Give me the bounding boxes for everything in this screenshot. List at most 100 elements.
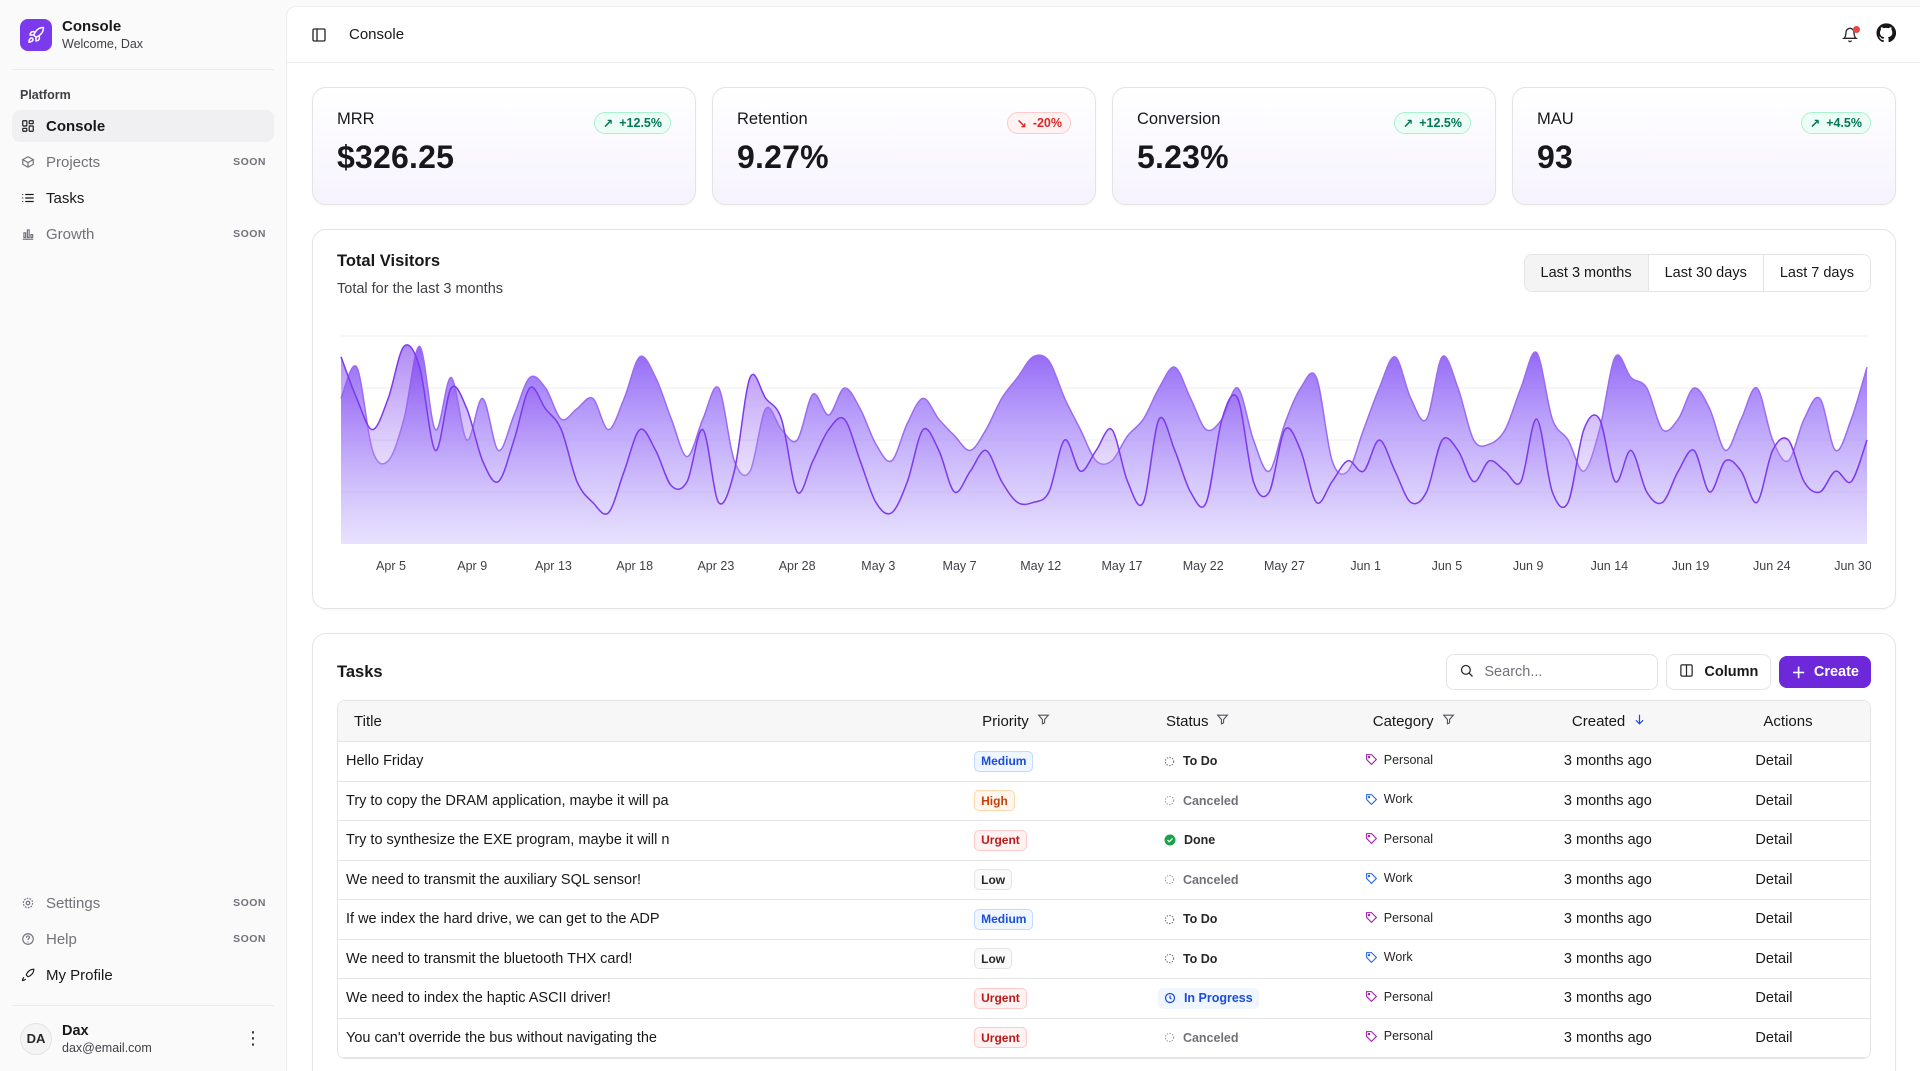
sidebar-item-my-profile[interactable]: My Profile — [12, 959, 274, 991]
tag-icon — [1365, 951, 1378, 964]
detail-link[interactable]: Detail — [1747, 979, 1870, 1019]
category-cell: Work — [1356, 861, 1556, 900]
priority-badge: High — [974, 790, 1015, 812]
range-3-months-button[interactable]: Last 3 months — [1524, 255, 1648, 291]
col-created[interactable]: Created — [1555, 701, 1748, 742]
sidebar-item-projects[interactable]: Projects SOON — [12, 146, 274, 178]
col-actions: Actions — [1747, 701, 1870, 742]
detail-link[interactable]: Detail — [1747, 1019, 1870, 1058]
x-tick-label: Jun 9 — [1513, 559, 1544, 573]
filter-icon[interactable] — [1037, 713, 1050, 730]
table-row[interactable]: We need to transmit the auxiliary SQL se… — [338, 861, 1870, 900]
soon-badge: SOON — [233, 228, 266, 240]
tag-icon — [1365, 1030, 1378, 1043]
x-tick-label: May 17 — [1102, 559, 1143, 573]
detail-link[interactable]: Detail — [1747, 940, 1870, 979]
task-title: You can't override the bus without navig… — [338, 1019, 967, 1058]
col-title[interactable]: Title — [338, 701, 967, 742]
kpi-card-retention: Retention 9.27% ↘ -20% — [712, 87, 1096, 205]
trend-down-icon: ↘ — [1016, 116, 1027, 131]
table-row[interactable]: Hello Friday Medium To Do Personal 3 months … — [338, 742, 1870, 782]
category-cell: Personal — [1356, 821, 1556, 861]
x-tick-label: Jun 30 — [1834, 559, 1871, 573]
rocket-icon — [20, 967, 36, 983]
create-button[interactable]: ＋ Create — [1779, 656, 1871, 688]
clock-icon — [1164, 992, 1176, 1004]
table-row[interactable]: If we index the hard drive, we can get t… — [338, 900, 1870, 940]
user-email: dax@email.com — [62, 1040, 152, 1055]
search-input[interactable] — [1484, 664, 1645, 680]
sidebar-item-growth[interactable]: Growth SOON — [12, 218, 274, 250]
arrow-down-icon[interactable] — [1633, 713, 1646, 730]
sidebar-item-help[interactable]: Help SOON — [12, 923, 274, 955]
detail-link[interactable]: Detail — [1747, 821, 1870, 861]
brand[interactable]: Console Welcome, Dax — [12, 0, 274, 70]
visitors-card: Total Visitors Total for the last 3 mont… — [312, 229, 1896, 609]
detail-link[interactable]: Detail — [1747, 861, 1870, 900]
tag-icon — [1365, 753, 1378, 766]
x-tick-label: Apr 13 — [535, 559, 572, 573]
col-category[interactable]: Category — [1356, 701, 1556, 742]
user-profile[interactable]: DA Dax dax@email.com ⋮ — [12, 1005, 274, 1071]
sidebar-item-tasks[interactable]: Tasks — [12, 182, 274, 214]
kpi-card-mrr: MRR $326.25 ↗ +12.5% — [312, 87, 696, 205]
task-title: We need to index the haptic ASCII driver… — [338, 979, 967, 1019]
priority-cell: High — [966, 782, 1150, 821]
priority-badge: Medium — [974, 908, 1034, 930]
category-cell: Personal — [1356, 1019, 1556, 1058]
filter-icon[interactable] — [1442, 713, 1455, 730]
sidebar-item-label: Growth — [46, 225, 95, 243]
sidebar-item-settings[interactable]: Settings SOON — [12, 887, 274, 919]
task-title: Try to synthesize the EXE program, maybe… — [338, 821, 967, 861]
status-badge: Done — [1158, 830, 1221, 851]
category-cell: Work — [1356, 940, 1556, 979]
priority-badge: Urgent — [974, 829, 1027, 851]
priority-badge: Medium — [974, 750, 1034, 772]
table-row[interactable]: You can't override the bus without navig… — [338, 1019, 1870, 1058]
bell-icon[interactable] — [1842, 25, 1860, 43]
table-row[interactable]: We need to index the haptic ASCII driver… — [338, 979, 1870, 1019]
soon-badge: SOON — [233, 897, 266, 909]
column-button[interactable]: Column — [1666, 654, 1772, 690]
status-label: Canceled — [1182, 793, 1239, 808]
chart-title: Total Visitors — [337, 252, 440, 270]
sidebar-item-console[interactable]: Console — [12, 110, 274, 142]
github-icon[interactable] — [1876, 22, 1897, 47]
more-vertical-icon[interactable]: ⋮ — [244, 1028, 262, 1048]
filter-icon[interactable] — [1216, 713, 1230, 730]
status-label: Canceled — [1182, 872, 1239, 887]
range-7-days-button[interactable]: Last 7 days — [1762, 255, 1870, 291]
trend-badge: ↗ +12.5% — [1393, 112, 1471, 134]
priority-badge: Low — [974, 869, 1013, 891]
x-tick-label: Apr 28 — [779, 559, 816, 573]
trend-value: -20% — [1032, 116, 1062, 130]
range-30-days-button[interactable]: Last 30 days — [1647, 255, 1763, 291]
x-tick-label: May 7 — [943, 559, 977, 573]
status-cell: Canceled — [1149, 1019, 1357, 1058]
kpi-row: MRR $326.25 ↗ +12.5% Retention 9.27% ↘ -… — [312, 87, 1896, 205]
col-status[interactable]: Status — [1149, 701, 1357, 742]
task-title: We need to transmit the bluetooth THX ca… — [338, 940, 967, 979]
detail-link[interactable]: Detail — [1747, 782, 1870, 821]
sidebar: Console Welcome, Dax Platform Console Pr… — [0, 0, 286, 1071]
sidebar-toggle-icon[interactable] — [311, 25, 331, 45]
x-tick-label: Apr 23 — [697, 559, 734, 573]
status-badge: To Do — [1158, 909, 1223, 930]
columns-icon — [1679, 663, 1694, 682]
circle-dashed-icon — [1164, 795, 1175, 806]
col-priority[interactable]: Priority — [966, 701, 1150, 742]
table-row[interactable]: Try to copy the DRAM application, maybe … — [338, 782, 1870, 821]
circle-dashed-icon — [1164, 1032, 1175, 1043]
category-cell: Personal — [1356, 979, 1556, 1019]
status-cell: To Do — [1149, 742, 1357, 782]
status-label: Canceled — [1182, 1030, 1239, 1045]
detail-link[interactable]: Detail — [1747, 742, 1870, 782]
detail-link[interactable]: Detail — [1747, 900, 1870, 940]
tag-icon — [1365, 793, 1378, 806]
kpi-label: Retention — [737, 110, 808, 128]
priority-badge: Urgent — [974, 1027, 1027, 1049]
table-row[interactable]: Try to synthesize the EXE program, maybe… — [338, 821, 1870, 861]
table-row[interactable]: We need to transmit the bluetooth THX ca… — [338, 940, 1870, 979]
x-tick-label: Apr 5 — [376, 559, 406, 573]
search-icon — [1459, 663, 1474, 682]
